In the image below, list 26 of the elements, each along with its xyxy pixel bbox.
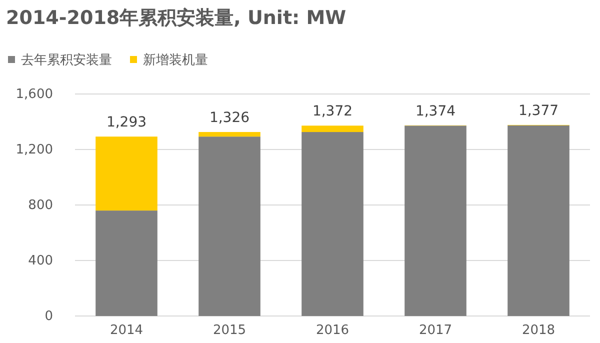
legend-label: 去年累积安装量 [21,52,112,68]
x-tick-label: 2017 [418,323,452,338]
bar [96,210,158,316]
bar [198,132,260,137]
x-tick-label: 2018 [522,323,556,338]
bar [508,125,570,316]
bar [198,136,260,316]
total-label: 1,293 [106,114,147,131]
bar [302,126,364,132]
x-tick-label: 2016 [316,323,350,338]
total-label: 1,326 [209,110,250,126]
y-tick-label: 0 [44,309,53,324]
chart-title: 2014-2018年累积安装量, Unit: MW [6,7,346,29]
total-label: 1,372 [312,104,353,120]
bar [96,136,158,211]
x-tick-label: 2014 [110,323,144,338]
total-label: 1,377 [518,102,559,119]
total-label: 1,374 [415,103,456,120]
y-tick-label: 1,600 [16,87,53,102]
bar [404,126,466,316]
y-tick-label: 800 [28,198,53,214]
legend-label: 新增装机量 [143,53,208,68]
x-tick-label: 2015 [212,323,246,338]
y-tick-label: 400 [28,254,53,269]
bar [302,132,364,316]
y-tick-label: 1,200 [16,142,53,158]
